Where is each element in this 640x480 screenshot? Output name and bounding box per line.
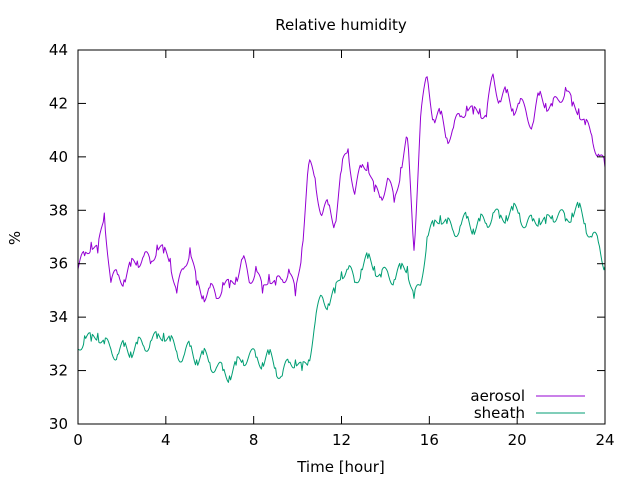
y-tick-label: 34 <box>49 308 68 326</box>
x-axis-label: Time [hour] <box>296 458 385 476</box>
series-layer <box>77 73 606 383</box>
y-tick-label: 30 <box>49 415 68 433</box>
y-axis-label: % <box>6 231 24 245</box>
x-tick-label: 0 <box>73 431 83 449</box>
y-tick-label: 40 <box>49 148 68 166</box>
y-tick-label: 44 <box>49 41 68 59</box>
legend-label-aerosol: aerosol <box>470 387 525 405</box>
series-line-aerosol <box>77 73 606 303</box>
ticks-layer: 0 4 8 12 16 20 24 30 32 34 36 38 40 42 44 <box>49 41 615 449</box>
series-line-sheath <box>77 201 606 383</box>
y-tick-label: 32 <box>49 362 68 380</box>
plot-frame <box>77 49 606 425</box>
x-tick-label: 16 <box>420 431 439 449</box>
y-tick-label: 38 <box>49 201 68 219</box>
y-tick-label: 36 <box>49 255 68 273</box>
chart-title: Relative humidity <box>275 16 407 34</box>
x-tick-label: 4 <box>161 431 171 449</box>
x-tick-label: 12 <box>332 431 351 449</box>
y-tick-label: 42 <box>49 94 68 112</box>
legend-label-sheath: sheath <box>474 404 525 422</box>
x-tick-label: 20 <box>508 431 527 449</box>
x-tick-label: 8 <box>249 431 259 449</box>
x-tick-label: 24 <box>595 431 614 449</box>
